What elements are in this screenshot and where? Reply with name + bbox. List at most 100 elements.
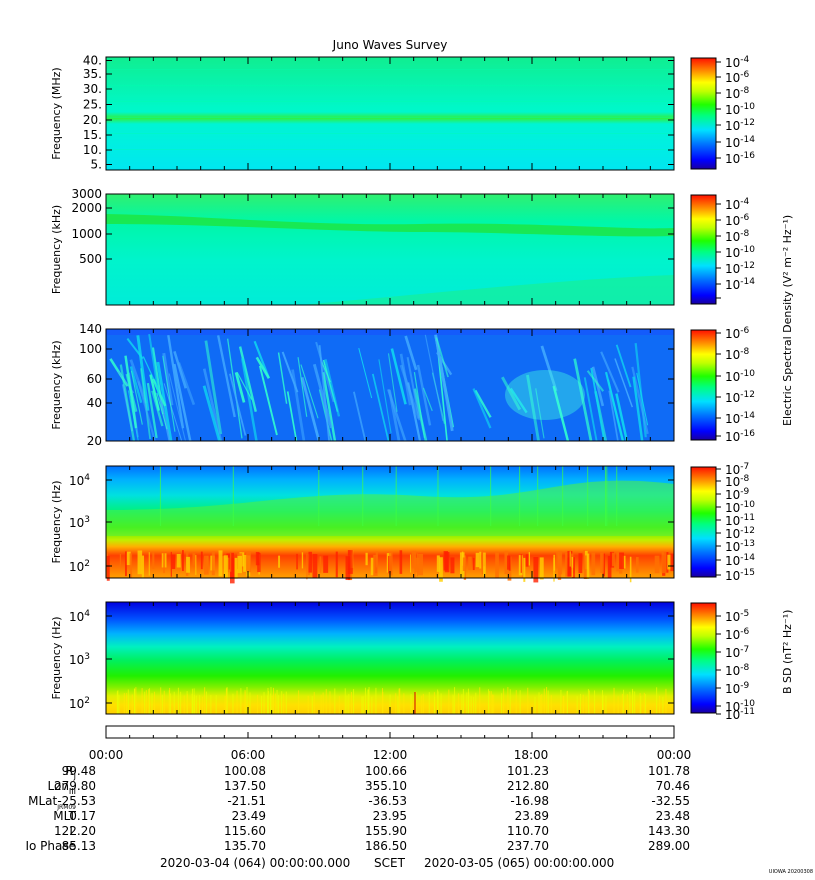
band-mark (192, 553, 196, 566)
band-mark (439, 557, 443, 582)
ephemeris-value: 143.30 (648, 824, 690, 838)
ephemeris-value: 101.78 (648, 764, 690, 778)
band-mark (182, 550, 184, 572)
emission-streak (300, 364, 319, 419)
emission-streak (162, 355, 176, 432)
emission-streak (137, 381, 156, 442)
y-tick-label: 102 (69, 696, 90, 711)
colorbar-tick-label: 10-4 (725, 55, 750, 70)
emission-streak (136, 335, 150, 411)
colorbar-tick-label: 10-8 (725, 474, 750, 489)
colorbar-tick-label: 10-6 (725, 627, 750, 642)
band-mark (137, 550, 143, 575)
y-axis-label: Frequency (kHz) (50, 340, 63, 429)
colorbar-tick-label: 10-12 (725, 118, 755, 133)
ephemeris-label: RJ (65, 764, 76, 781)
emission-streak (236, 371, 253, 400)
band-mark (163, 553, 165, 574)
panel-3: 140 100 60 40 20 Frequency (kHz) 10-6 10-8 10-10… (50, 322, 755, 448)
y-tick-label: 25. (83, 98, 102, 112)
band-mark (607, 555, 612, 579)
ephemeris-value: 110.70 (507, 824, 549, 838)
colorbar-tick-label: 10-16 (725, 429, 755, 444)
band-mark (600, 552, 604, 573)
footer-mid: SCET (374, 856, 406, 870)
emission-streak (146, 382, 158, 439)
emission-streak (435, 337, 449, 378)
emission-cloud (505, 370, 585, 420)
emission-streak (167, 335, 185, 429)
ephemeris-value: 137.50 (224, 779, 266, 793)
band-mark (436, 555, 440, 572)
ephemeris-value: 85.13 (62, 839, 96, 853)
y-tick-label: 104 (69, 609, 90, 624)
emission-streak (315, 341, 335, 403)
band-mark (418, 553, 424, 576)
emission-streak (591, 366, 605, 407)
band-mark (468, 556, 472, 570)
band-mark (195, 555, 197, 575)
band-mark (323, 555, 329, 573)
band-mark (667, 554, 672, 570)
band-mark (141, 555, 145, 578)
emission-streak (229, 373, 247, 436)
emission-streak (540, 345, 558, 392)
band-mark (528, 552, 531, 566)
emission-streak (277, 352, 288, 404)
ephemeris-value: 0.17 (69, 809, 96, 823)
band-mark (591, 552, 596, 576)
band-mark (296, 553, 298, 570)
y-tick-label: 15. (83, 128, 102, 142)
band-mark (312, 554, 318, 579)
colorbar-tick-label: 10-8 (725, 229, 750, 244)
band-mark (176, 553, 181, 568)
band-mark (586, 553, 590, 579)
band-mark (410, 554, 412, 573)
time-label: 00:00 (89, 748, 124, 762)
band-mark (450, 557, 455, 574)
band-mark (223, 555, 228, 579)
band-mark (230, 557, 235, 584)
band-21mhz (106, 112, 674, 124)
emission-streak (434, 334, 454, 432)
colorbar-tick-label: 10-7 (725, 645, 749, 660)
band-mark (218, 550, 223, 577)
ephemeris-value: 23.95 (373, 809, 407, 823)
band-mark (661, 551, 667, 574)
band-mark (278, 555, 281, 568)
colorbar-tick-label: 10-12 (725, 526, 755, 541)
ephemeris-value: 289.00 (648, 839, 690, 853)
ephemeris-value: -16.98 (510, 794, 549, 808)
band-mark (504, 550, 509, 575)
band-mark (558, 550, 563, 575)
colorbar-tick-label: 10-12 (725, 390, 755, 405)
y-tick-label: 103 (69, 652, 90, 667)
band-mark (246, 551, 251, 573)
ephemeris-value: 23.49 (232, 809, 266, 823)
emission-streak (238, 346, 257, 412)
emission-streak (173, 363, 192, 442)
y-tick-label: 10. (83, 143, 102, 157)
band-mark (319, 556, 322, 573)
band-mark (152, 552, 155, 569)
emission-streak (378, 359, 392, 434)
emission-streak (322, 371, 337, 442)
emission-streak (163, 383, 183, 442)
band-mark (365, 552, 368, 566)
ephemeris-label: MLatJRM09 (28, 794, 76, 811)
emission-streak (535, 388, 545, 439)
emission-streak (130, 370, 143, 425)
y-axis-label: Frequency (Hz) (50, 617, 63, 700)
band-mark (583, 555, 588, 579)
emission-streak (406, 356, 421, 421)
ephemeris-value: 23.48 (656, 809, 690, 823)
emission-streak (509, 387, 528, 414)
emission-streak (552, 385, 570, 442)
colorbar-tick-label: 10-6 (725, 326, 750, 341)
band-1000khz (106, 214, 674, 237)
rising-emission (300, 275, 674, 305)
band-mark (444, 552, 450, 573)
band-mark (125, 551, 131, 566)
colorbar-tick-label: 10-15 (725, 568, 755, 583)
band-mark (335, 551, 338, 578)
